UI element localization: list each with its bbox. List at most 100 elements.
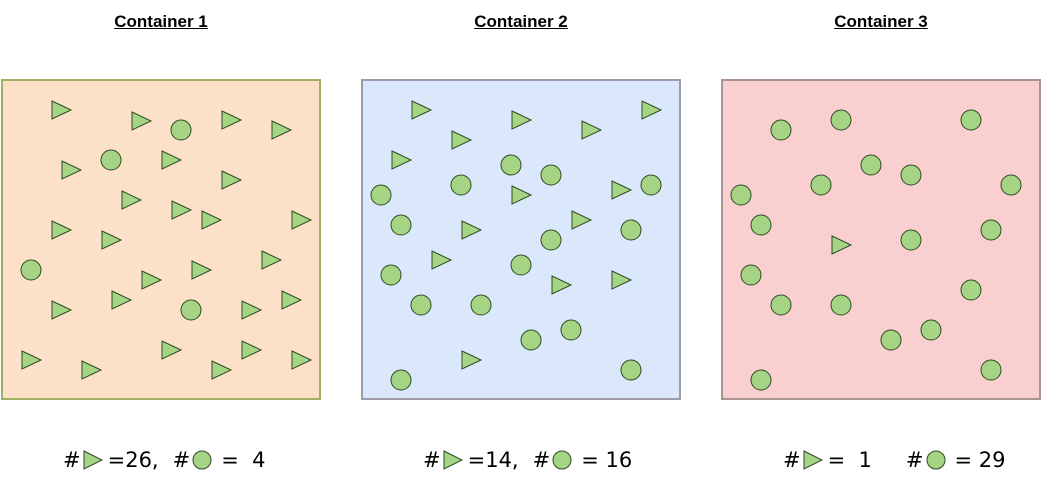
circle-icon xyxy=(191,449,213,471)
circle-shape xyxy=(450,174,472,196)
circle-shape xyxy=(510,254,532,276)
triangle-shape xyxy=(191,260,213,280)
circle-shape xyxy=(960,279,982,301)
circle-shape xyxy=(620,219,642,241)
triangle-shape xyxy=(291,350,313,370)
triangle-shape xyxy=(611,270,633,290)
circle-shape xyxy=(900,164,922,186)
circle-shape xyxy=(380,264,402,286)
triangle-shape xyxy=(221,110,243,130)
circle-shape xyxy=(980,219,1002,241)
triangle-shape xyxy=(461,220,483,240)
triangle-shape xyxy=(141,270,163,290)
circle-shape xyxy=(520,329,542,351)
container-1-canvas xyxy=(1,79,321,400)
container-1-counts: # =26, # = 4 xyxy=(63,443,266,477)
triangle-shape xyxy=(551,275,573,295)
triangle-shape xyxy=(101,230,123,250)
triangle-shape xyxy=(161,150,183,170)
triangle-shape xyxy=(111,290,133,310)
triangle-icon xyxy=(802,449,824,471)
circle-shape xyxy=(390,214,412,236)
container-3-title: Container 3 xyxy=(834,12,928,31)
triangle-shape xyxy=(261,250,283,270)
triangle-shape xyxy=(51,100,73,120)
circle-shape xyxy=(500,154,522,176)
circle-shape xyxy=(470,294,492,316)
circle-shape xyxy=(960,109,982,131)
container-3-counts: # = 1 # = 29 xyxy=(783,443,1006,477)
triangle-shape xyxy=(51,220,73,240)
circle-shape xyxy=(920,319,942,341)
triangle-shape xyxy=(431,250,453,270)
container-3-canvas xyxy=(721,79,1041,400)
triangle-shape xyxy=(641,100,663,120)
container-2-counts: # =14, # = 16 xyxy=(423,443,632,477)
hash-symbol: # xyxy=(172,448,191,472)
triangle-shape xyxy=(241,300,263,320)
circle-shape xyxy=(640,174,662,196)
circle-shape xyxy=(390,369,412,391)
hash-symbol: # xyxy=(423,448,441,472)
circle-shape xyxy=(830,109,852,131)
container-3 xyxy=(721,79,1041,400)
circle-shape xyxy=(20,259,42,281)
triangle-shape xyxy=(121,190,143,210)
hash-symbol: # xyxy=(63,448,81,472)
triangle-shape xyxy=(171,200,193,220)
circle-shape xyxy=(740,264,762,286)
triangle-shape xyxy=(831,235,853,255)
container-2-canvas xyxy=(361,79,681,400)
triangle-shape xyxy=(281,290,303,310)
triangle-count: = 1 xyxy=(827,448,872,472)
triangle-shape xyxy=(161,340,183,360)
container-1-title: Container 1 xyxy=(114,12,208,31)
circle-icon xyxy=(925,449,947,471)
triangle-shape xyxy=(411,100,433,120)
triangle-shape xyxy=(21,350,43,370)
triangle-shape xyxy=(391,150,413,170)
triangle-shape xyxy=(511,185,533,205)
triangle-shape xyxy=(571,210,593,230)
circle-shape xyxy=(770,119,792,141)
circle-shape xyxy=(880,329,902,351)
triangle-shape xyxy=(581,120,603,140)
circle-shape xyxy=(170,119,192,141)
hash-symbol: # xyxy=(532,448,551,472)
circle-shape xyxy=(900,229,922,251)
triangle-icon xyxy=(442,449,464,471)
container-1-background xyxy=(1,79,321,400)
circle-shape xyxy=(180,299,202,321)
circle-icon xyxy=(551,449,573,471)
triangle-shape xyxy=(271,120,293,140)
triangle-shape xyxy=(51,300,73,320)
circle-shape xyxy=(860,154,882,176)
circle-shape xyxy=(810,174,832,196)
hash-symbol: # xyxy=(905,448,924,472)
circle-count: = 16 xyxy=(581,448,633,472)
circle-shape xyxy=(1000,174,1022,196)
container-2 xyxy=(361,79,681,400)
circle-shape xyxy=(730,184,752,206)
circle-count: = 4 xyxy=(221,448,266,472)
hash-symbol: # xyxy=(783,448,801,472)
triangle-shape xyxy=(211,360,233,380)
container-2-title: Container 2 xyxy=(474,12,568,31)
triangle-shape xyxy=(131,111,153,131)
triangle-shape xyxy=(81,360,103,380)
triangle-shape xyxy=(241,340,263,360)
circle-shape xyxy=(620,359,642,381)
triangle-count: =14, xyxy=(467,448,519,472)
triangle-shape xyxy=(611,180,633,200)
circle-shape xyxy=(540,229,562,251)
triangle-shape xyxy=(451,130,473,150)
triangle-shape xyxy=(61,160,83,180)
circle-shape xyxy=(560,319,582,341)
triangle-shape xyxy=(291,210,313,230)
circle-shape xyxy=(100,149,122,171)
triangle-icon xyxy=(82,449,104,471)
circle-shape xyxy=(410,294,432,316)
triangle-count: =26, xyxy=(107,448,159,472)
circle-shape xyxy=(750,214,772,236)
circle-shape xyxy=(980,359,1002,381)
